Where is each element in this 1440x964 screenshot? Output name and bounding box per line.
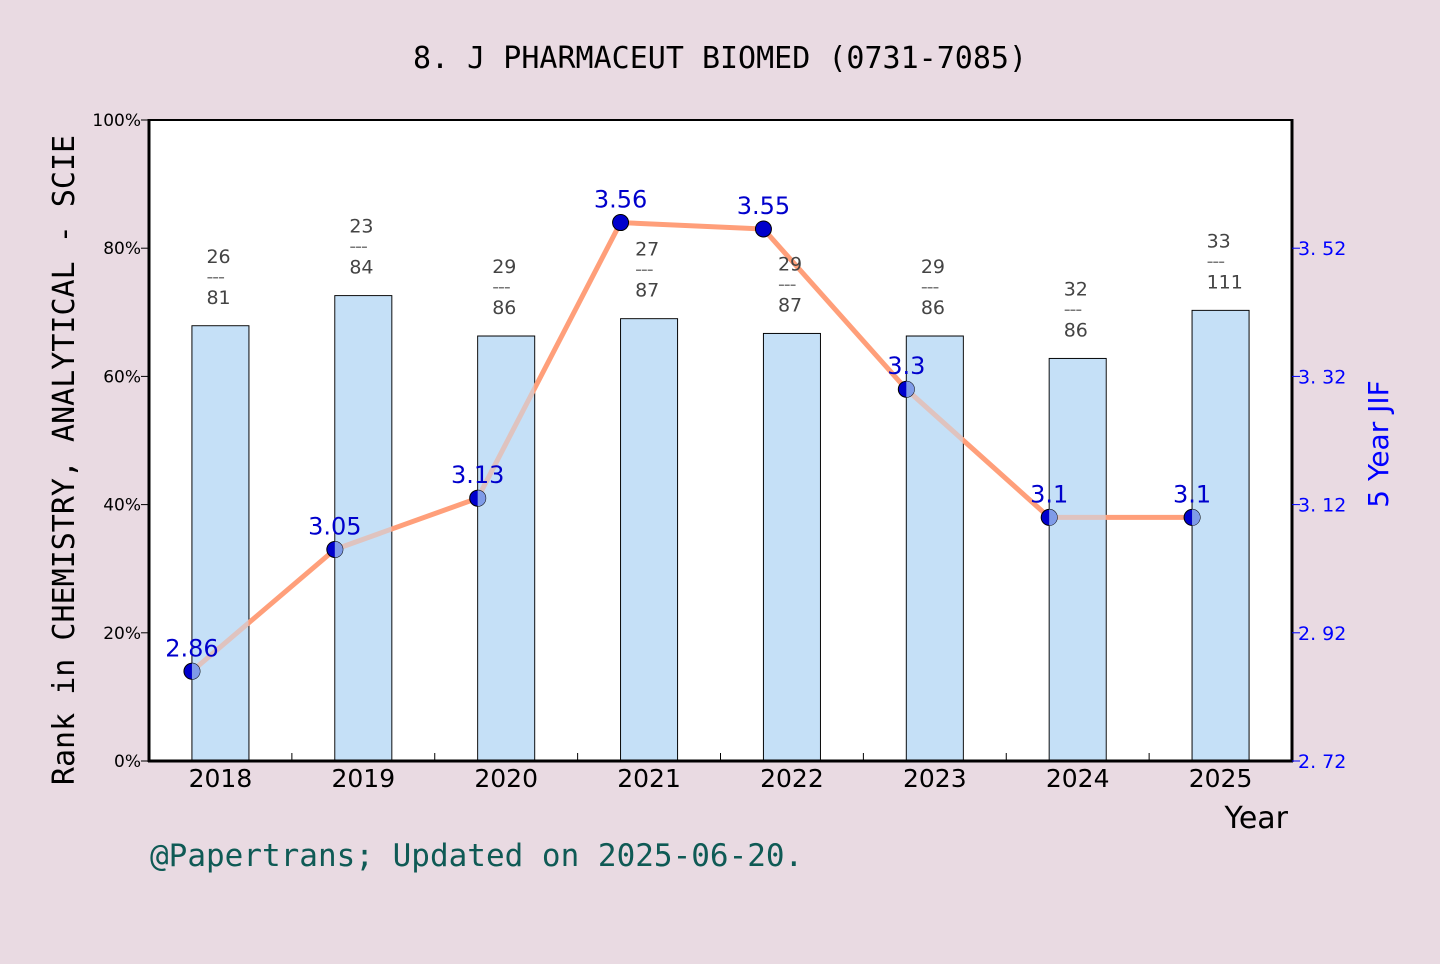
svg-text:33: 33 — [1207, 230, 1231, 252]
svg-text:26: 26 — [206, 246, 230, 268]
jif-value-label: 3.55 — [737, 192, 790, 220]
right-y-axis: 2. 72 2. 92 3. 12 3. 32 3. 52 — [1292, 238, 1346, 773]
right-tick-label: 3. 32 — [1298, 366, 1346, 388]
jif-value-label: 2.86 — [165, 634, 218, 662]
x-tick-label: 2025 — [1189, 764, 1253, 793]
jif-value-label: 3.56 — [594, 186, 647, 214]
svg-text:---: --- — [1207, 250, 1225, 272]
jif-line-segment — [618, 220, 766, 232]
left-y-axis: 0% 20% 40% 60% 80% 100% — [92, 111, 149, 772]
svg-text:---: --- — [206, 266, 224, 288]
jif-point-overlap — [906, 381, 915, 398]
right-tick-label: 2. 92 — [1298, 623, 1346, 645]
right-tick-label: 3. 52 — [1298, 238, 1346, 260]
jif-line-layer: 2.86 3.05 3.13 3.56 3.55 3.3 3.1 3.1 — [165, 186, 1249, 761]
jif-point-overlap — [1049, 509, 1058, 526]
rank-fraction-2018: 26---81 — [206, 246, 230, 309]
rank-fraction-2023: 29---86 — [921, 256, 945, 319]
svg-text:---: --- — [349, 236, 367, 258]
svg-text:87: 87 — [778, 294, 802, 316]
left-tick-label: 40% — [103, 496, 141, 516]
x-tick-label: 2021 — [617, 764, 681, 793]
jif-point-overlap — [334, 541, 343, 558]
plot-area — [149, 120, 1292, 761]
left-tick-label: 80% — [103, 239, 141, 259]
svg-text:111: 111 — [1207, 271, 1243, 293]
x-axis-label: Year — [1223, 801, 1288, 836]
right-tick-label: 2. 72 — [1298, 751, 1346, 773]
jif-point-overlap — [1192, 509, 1201, 526]
svg-text:87: 87 — [635, 280, 659, 302]
x-tick-label: 2019 — [332, 764, 396, 793]
chart-title: 8. J PHARMACEUT BIOMED (0731-7085) — [413, 41, 1027, 76]
svg-text:---: --- — [492, 276, 510, 298]
svg-text:---: --- — [921, 276, 939, 298]
svg-text:23: 23 — [349, 216, 373, 238]
left-tick-label: 0% — [114, 752, 141, 772]
rank-fraction-2025: 33---111 — [1207, 230, 1243, 293]
bar-overlay — [763, 333, 820, 761]
svg-text:86: 86 — [1064, 319, 1088, 341]
bar-overlay — [1049, 358, 1106, 761]
svg-text:32: 32 — [1064, 278, 1088, 300]
left-tick-label: 60% — [103, 367, 141, 387]
svg-text:29: 29 — [921, 256, 945, 278]
x-tick-label: 2018 — [189, 764, 253, 793]
bar-overlay — [1192, 310, 1249, 761]
x-tick-label: 2023 — [903, 764, 967, 793]
rank-fraction-2021: 27---87 — [635, 239, 659, 302]
svg-text:27: 27 — [635, 239, 659, 261]
svg-text:86: 86 — [492, 297, 516, 319]
footer-credit: @Papertrans; Updated on 2025-06-20. — [150, 838, 803, 874]
left-axis-label: Rank in CHEMISTRY, ANALYTICAL - SCIE — [47, 135, 82, 785]
bar-overlay — [621, 319, 678, 761]
jif-value-label: 3.1 — [1173, 480, 1211, 508]
bar-overlay — [335, 296, 392, 761]
rank-fraction-2020: 29---86 — [492, 256, 516, 319]
x-tick-label: 2024 — [1046, 764, 1110, 793]
svg-text:---: --- — [778, 273, 796, 295]
bar-overlay — [192, 326, 249, 761]
jif-point-overlap — [477, 490, 486, 507]
jif-point-2021 — [612, 214, 630, 232]
bar-overlay — [906, 336, 963, 761]
plot-frame — [147, 119, 1294, 763]
svg-text:29: 29 — [492, 256, 516, 278]
x-tick-label: 2022 — [760, 764, 824, 793]
bar-overlay — [478, 336, 535, 761]
rank-fraction-2024: 32---86 — [1064, 278, 1088, 341]
svg-text:86: 86 — [921, 297, 945, 319]
rank-fraction-2019: 23---84 — [349, 216, 373, 279]
svg-text:81: 81 — [206, 287, 230, 309]
x-tick-label: 2020 — [474, 764, 538, 793]
jif-value-label: 3.05 — [308, 512, 361, 540]
jif-point-2022 — [754, 220, 772, 238]
left-tick-label: 20% — [103, 624, 141, 644]
jif-line-segment — [760, 226, 909, 392]
jif-value-label: 3.3 — [887, 352, 925, 380]
jif-value-label: 3.1 — [1030, 480, 1068, 508]
right-axis-label: 5 Year JIF — [1362, 380, 1395, 508]
jif-value-label: 3.13 — [451, 461, 504, 489]
jif-point-overlap — [191, 663, 200, 680]
svg-text:29: 29 — [778, 253, 802, 275]
x-axis: 2018 2019 2020 2021 2022 2023 2024 2025 — [189, 753, 1253, 793]
svg-text:---: --- — [635, 259, 653, 281]
rank-fraction-2022: 29---87 — [778, 253, 802, 316]
svg-text:---: --- — [1064, 298, 1082, 320]
left-tick-label: 100% — [92, 111, 141, 131]
svg-text:84: 84 — [349, 257, 373, 279]
right-tick-label: 3. 12 — [1298, 495, 1346, 517]
